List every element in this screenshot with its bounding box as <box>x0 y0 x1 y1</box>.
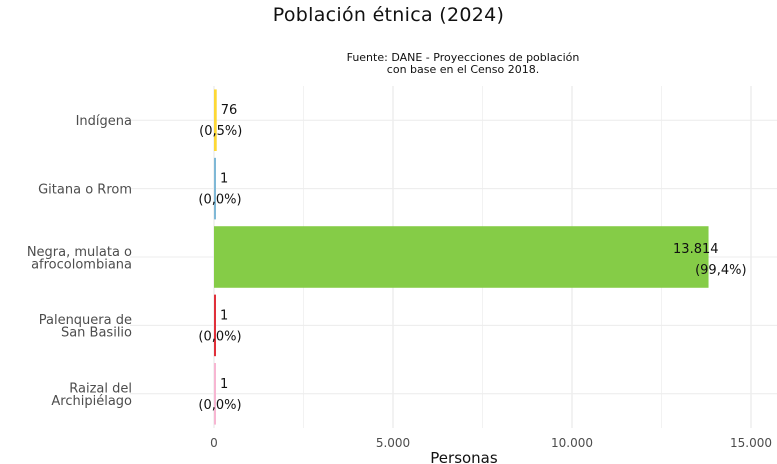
value-label: 13.814 <box>673 242 719 257</box>
percent-label: (99,4%) <box>695 263 746 278</box>
value-label: 1 <box>220 377 228 392</box>
category-label: Palenquera de <box>39 313 132 328</box>
value-label: 76 <box>221 103 238 118</box>
x-axis-title: Personas <box>430 449 498 464</box>
bar <box>214 89 217 151</box>
x-tick-label: 15.000 <box>730 436 772 450</box>
bar <box>214 226 709 288</box>
x-tick-label: 0 <box>210 436 218 450</box>
bar <box>214 157 216 220</box>
bar <box>214 363 216 425</box>
percent-label: (0,0%) <box>198 193 241 208</box>
percent-label: (0,0%) <box>198 329 241 344</box>
category-label: Gitana o Rrom <box>38 183 132 198</box>
category-label: San Basilio <box>61 326 132 341</box>
value-label: 1 <box>220 308 228 323</box>
subtitle-line-1: Fuente: DANE - Proyecciones de población <box>346 51 580 64</box>
bar <box>214 294 216 357</box>
chart-title: Población étnica (2024) <box>272 4 505 26</box>
category-label: Negra, mulata o <box>27 245 132 260</box>
category-label: Raizal del <box>69 382 132 397</box>
subtitle-line-2: con base en el Censo 2018. <box>386 63 540 76</box>
percent-label: (0,0%) <box>198 398 241 413</box>
category-label: Archipiélago <box>51 394 132 409</box>
category-label: afrocolombiana <box>31 257 132 272</box>
chart-subtitle: Fuente: DANE - Proyecciones de población… <box>300 52 626 76</box>
x-tick-label: 10.000 <box>551 436 593 450</box>
category-label: Indígena <box>76 114 132 129</box>
percent-label: (0,5%) <box>199 124 242 139</box>
value-label: 1 <box>220 172 228 187</box>
x-tick-label: 5.000 <box>376 436 410 450</box>
